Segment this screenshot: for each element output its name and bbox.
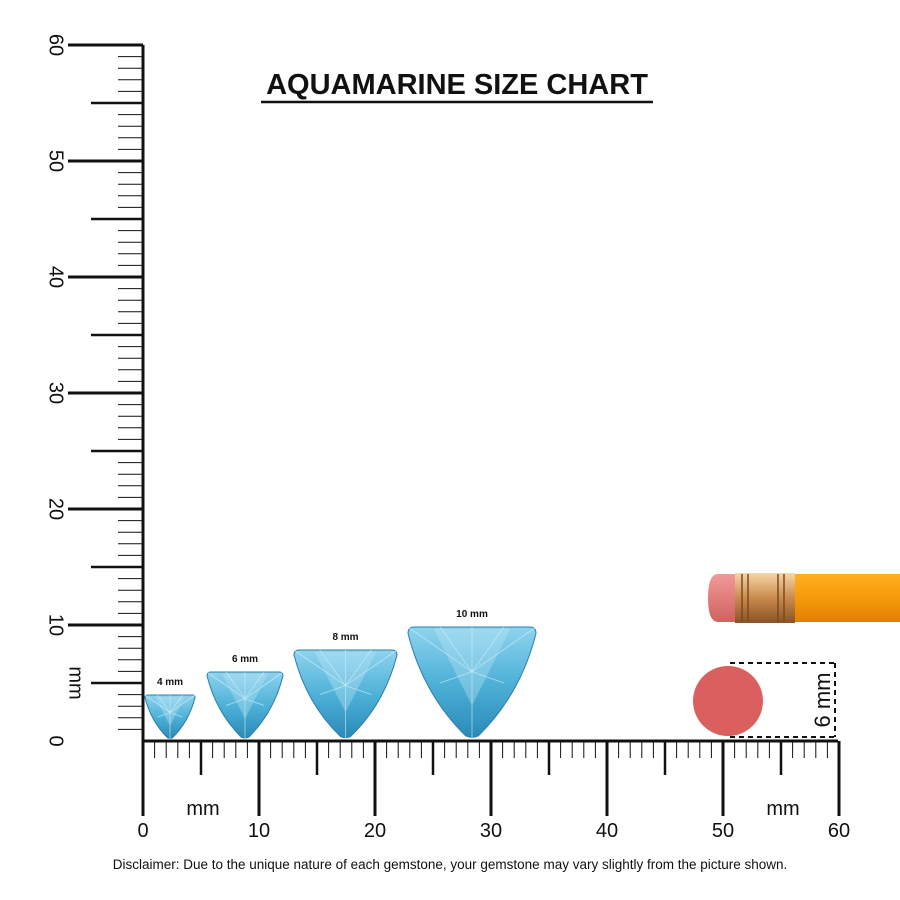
v-ruler-label: 50 bbox=[45, 150, 67, 172]
gem-facet bbox=[345, 685, 372, 695]
gem-facet bbox=[169, 712, 183, 718]
gem-label: 10 mm bbox=[456, 609, 488, 620]
gem-facet bbox=[244, 698, 265, 706]
gem-facet bbox=[471, 626, 505, 673]
gem-facet bbox=[407, 626, 473, 673]
gem-facet bbox=[345, 649, 372, 686]
eraser-dimension bbox=[730, 662, 836, 738]
pencil-ferrule bbox=[735, 573, 795, 623]
gem: 6 mm bbox=[206, 654, 284, 739]
gem-table bbox=[222, 674, 268, 719]
gem-facet bbox=[157, 694, 171, 713]
h-ruler-unit: mm bbox=[766, 798, 799, 820]
gem-facet bbox=[439, 671, 473, 684]
v-ruler-label: 40 bbox=[45, 266, 67, 288]
ferrule-lines bbox=[741, 574, 785, 622]
gem-facet bbox=[244, 671, 265, 700]
h-ruler-label: 30 bbox=[480, 820, 502, 842]
gem: 4 mm bbox=[144, 677, 196, 739]
gem-facet bbox=[471, 671, 505, 684]
h-ruler-label: 60 bbox=[828, 820, 850, 842]
gem-facet bbox=[144, 694, 171, 713]
gem-facet bbox=[225, 671, 246, 700]
gem-label: 4 mm bbox=[157, 677, 183, 688]
gem-facet bbox=[157, 712, 171, 718]
gem-table bbox=[155, 697, 185, 726]
h-ruler-label: 50 bbox=[712, 820, 734, 842]
gem-label: 8 mm bbox=[332, 632, 358, 643]
gem: 10 mm bbox=[407, 609, 537, 739]
pencil-eraser bbox=[708, 574, 738, 622]
eraser-size-label: 6 mm bbox=[810, 673, 835, 728]
h-ruler-label: 20 bbox=[364, 820, 386, 842]
gem-facet bbox=[319, 649, 346, 686]
gem-facet bbox=[293, 649, 346, 686]
gem-facet bbox=[319, 685, 346, 695]
h-ruler-unit: mm bbox=[186, 798, 219, 820]
v-ruler-label: 60 bbox=[45, 34, 67, 56]
disclaimer: Disclaimer: Due to the unique nature of … bbox=[113, 857, 788, 872]
gem-facet bbox=[439, 626, 473, 673]
v-ruler-label: 20 bbox=[45, 498, 67, 520]
gem-facet bbox=[345, 649, 398, 686]
gem-table bbox=[433, 629, 511, 706]
gems: 4 mm 6 mm 8 mm 10 mm bbox=[144, 609, 537, 739]
gem: 8 mm bbox=[293, 632, 398, 739]
pencil bbox=[708, 573, 900, 623]
h-ruler-label: 10 bbox=[248, 820, 270, 842]
v-ruler-label: 0 bbox=[45, 735, 67, 746]
gem-facet bbox=[225, 698, 246, 706]
gem-facet bbox=[169, 694, 196, 713]
gem-facet bbox=[471, 626, 537, 673]
v-ruler-unit: mm bbox=[65, 666, 87, 699]
pencil-body bbox=[795, 574, 900, 622]
gem-table bbox=[314, 652, 377, 713]
gem-label: 6 mm bbox=[232, 654, 258, 665]
gem-facet bbox=[169, 694, 183, 713]
gem-facet bbox=[244, 671, 284, 700]
rulers: 0 10 20 30 40 50 60 0 10 20 30 40 50 60 mm mm mm bbox=[45, 34, 850, 842]
h-ruler-label: 40 bbox=[596, 820, 618, 842]
v-ruler-label: 30 bbox=[45, 382, 67, 404]
title: AQUAMARINE SIZE CHART bbox=[266, 69, 648, 101]
v-ruler-label: 10 bbox=[45, 614, 67, 636]
eraser-end bbox=[693, 666, 763, 736]
h-ruler-label: 0 bbox=[137, 820, 148, 842]
gem-facet bbox=[206, 671, 246, 700]
